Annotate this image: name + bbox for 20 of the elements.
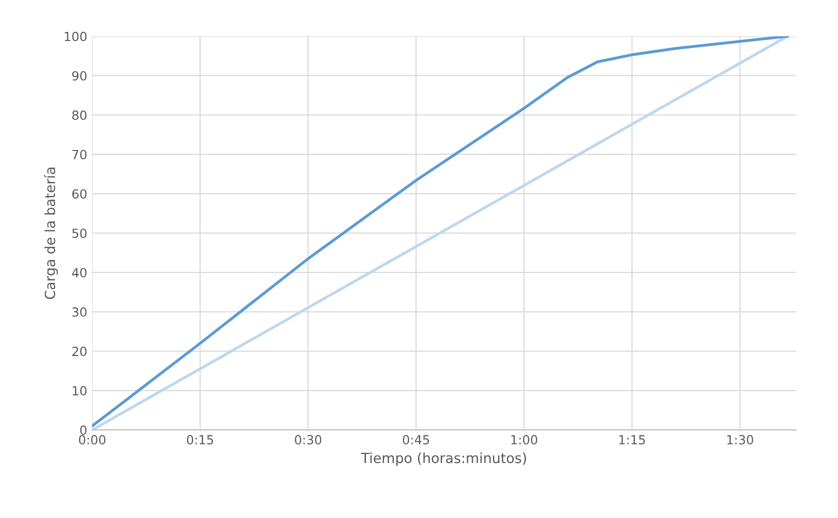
x-tick-label: 0:30 <box>294 435 322 444</box>
y-tick-label: 70 <box>72 150 86 160</box>
y-tick-label: 40 <box>72 268 86 278</box>
y-tick-label: 50 <box>72 228 86 238</box>
x-tick-label: 0:00 <box>78 435 106 444</box>
y-tick-label: 90 <box>72 71 86 81</box>
x-axis-title: Tiempo (horas:minutos) <box>361 452 526 466</box>
x-tick-label: 1:15 <box>619 435 645 444</box>
x-tick-label: 0:15 <box>186 435 214 444</box>
y-axis-title: Carga de la batería <box>44 168 58 300</box>
x-tick-label: 1:30 <box>727 435 754 444</box>
y-tick-label: 100 <box>64 32 86 42</box>
y-tick-label: 30 <box>72 307 86 317</box>
x-tick-label: 1:00 <box>511 435 538 444</box>
x-tick-label: 0:45 <box>402 435 430 444</box>
y-tick-label: 60 <box>72 189 86 199</box>
y-tick-label: 0 <box>80 425 86 435</box>
y-tick-label: 20 <box>72 346 86 356</box>
y-tick-label: 10 <box>72 386 86 396</box>
y-tick-label: 80 <box>72 110 86 120</box>
